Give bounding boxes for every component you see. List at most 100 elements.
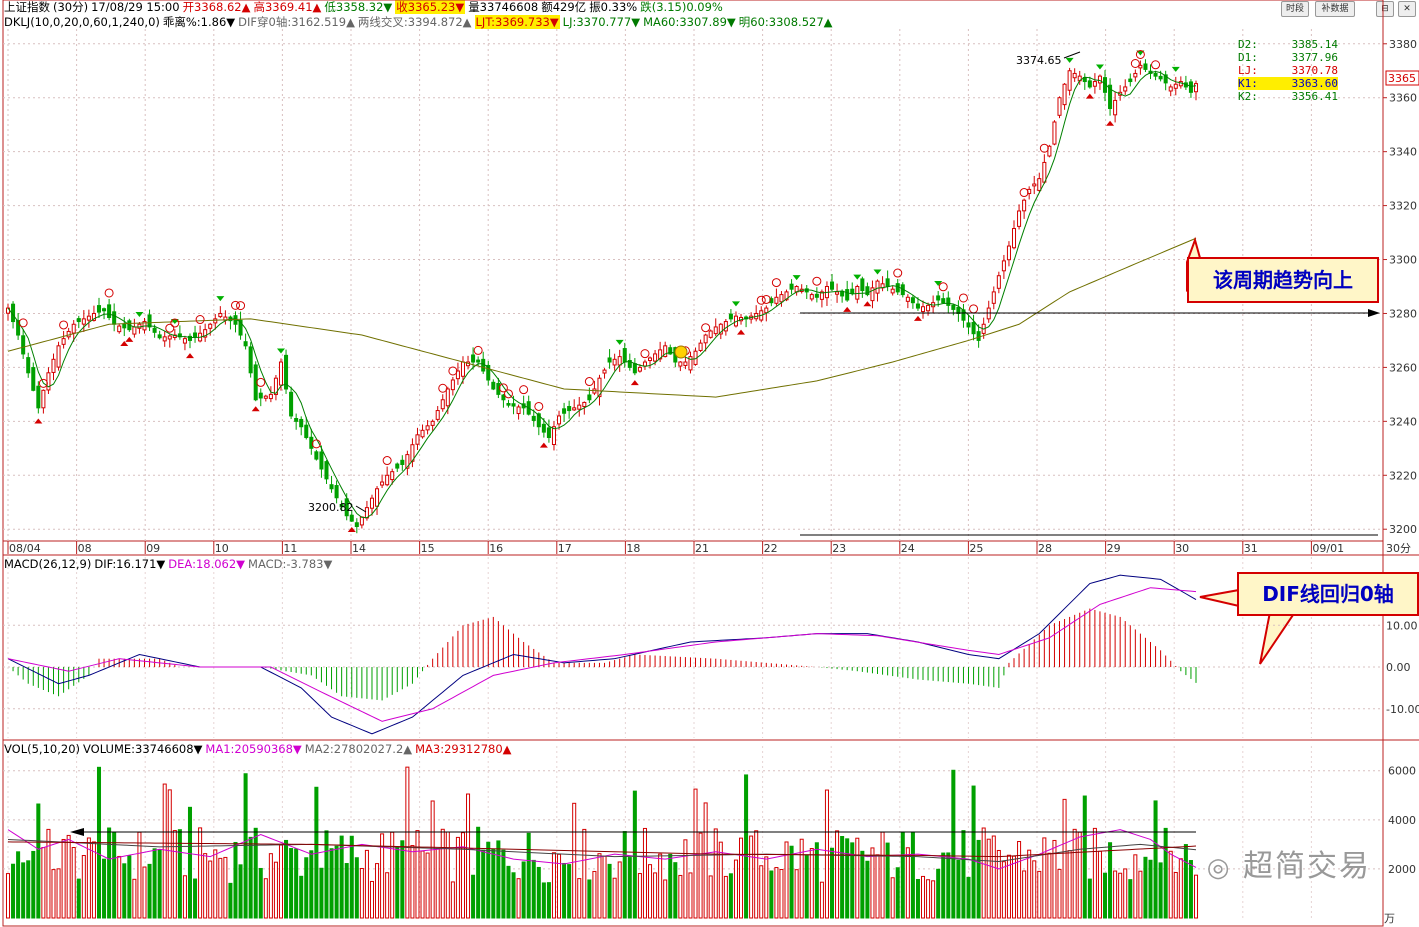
candle-body <box>516 406 521 415</box>
volume-bar <box>420 850 425 919</box>
header-field: 开3368.62▲ <box>182 0 251 14</box>
volume-bar <box>698 832 703 919</box>
candle-body <box>21 335 26 355</box>
volume-bar <box>107 827 112 919</box>
candle-body <box>258 392 263 399</box>
volume-bar <box>1077 831 1082 919</box>
date-label: 25 <box>969 542 983 555</box>
close-icon[interactable]: ✕ <box>1398 1 1416 17</box>
kd-panel: D2: 3385.14 D1: 3377.96 LJ: 3370.78 K1: 3363.60… <box>1238 38 1338 103</box>
header-field: 振0.33% <box>589 0 638 14</box>
volume-bar <box>476 826 481 919</box>
header-field: VOLUME:33746608▼ <box>83 742 203 756</box>
volume-bar <box>976 839 981 919</box>
signal-circle <box>640 349 650 359</box>
volume-bar <box>294 848 299 919</box>
volume-bar <box>602 855 607 919</box>
signal-circle <box>958 293 968 303</box>
volume-bar <box>248 836 253 919</box>
header-field: 17/08/29 15:00 <box>91 0 180 14</box>
time-period-button[interactable]: 时段 <box>1281 1 1309 17</box>
candle-body <box>1133 72 1138 78</box>
candle-body <box>1173 83 1178 89</box>
volume-bar <box>187 806 193 919</box>
candle-body <box>1108 84 1113 110</box>
date-label: 30 <box>1175 542 1189 555</box>
volume-bar <box>971 785 976 919</box>
candle-body <box>400 459 405 465</box>
volume-bar <box>617 861 622 919</box>
callout-pointer <box>1259 611 1297 665</box>
buy-triangle <box>1106 120 1115 126</box>
callout-pointer <box>1199 588 1240 608</box>
candle-body <box>481 358 486 372</box>
candle-body <box>284 354 289 390</box>
volume-bar <box>430 800 435 919</box>
candle-body <box>445 388 450 407</box>
zoom-icon[interactable]: ⊟ <box>1376 1 1394 17</box>
candle-body <box>359 516 364 526</box>
candle-body <box>36 385 41 409</box>
volume-bar <box>1102 872 1108 919</box>
volume-bar <box>784 841 789 919</box>
candle-body <box>567 406 572 412</box>
kd-row: D1: 3377.96 <box>1238 51 1338 64</box>
volume-bar <box>278 844 284 919</box>
candle-body <box>51 358 56 373</box>
volume-bar <box>1168 850 1173 919</box>
low-annotation: 3200.82 <box>308 501 354 514</box>
candle-body <box>779 294 784 303</box>
date-label: 16 <box>489 542 503 555</box>
candle-body <box>476 359 481 363</box>
volume-bar <box>673 862 678 919</box>
candle-body <box>1011 228 1017 249</box>
candle-body <box>1067 70 1072 91</box>
signal-circle <box>771 278 781 288</box>
candle-body <box>1097 75 1102 84</box>
volume-bar <box>41 847 46 919</box>
candle-body <box>951 304 956 310</box>
candle-body <box>1017 210 1022 227</box>
signal-circle <box>195 315 205 325</box>
candle-body <box>132 326 137 335</box>
volume-bar <box>319 867 324 919</box>
candle-body <box>1001 260 1006 272</box>
volume-bar <box>577 878 582 919</box>
candle-body <box>830 281 835 290</box>
candle-body <box>663 345 668 358</box>
volume-bar <box>284 839 289 919</box>
volume-bar <box>1052 839 1057 919</box>
volume-bar <box>1006 854 1011 919</box>
candle-body <box>557 415 562 425</box>
volume-bars <box>5 766 1199 919</box>
volume-bar <box>238 864 243 919</box>
volume-bar <box>562 862 567 919</box>
candle-body <box>268 393 273 400</box>
volume-bar <box>855 837 860 919</box>
candlestick-series <box>5 59 1199 534</box>
vol-tick-label: 2000 <box>1388 863 1416 876</box>
volume-bar <box>870 847 875 919</box>
volume-bar <box>364 849 369 919</box>
fill-data-button[interactable]: 补数据 <box>1315 1 1355 17</box>
candle-body <box>385 474 390 486</box>
wechat-icon: ◎ <box>1206 853 1232 883</box>
volume-bar <box>1047 852 1052 919</box>
signal-circle <box>59 320 69 330</box>
volume-bar <box>1057 868 1062 919</box>
volume-bar <box>162 783 167 919</box>
candle-body <box>850 288 855 294</box>
candle-body <box>678 361 683 367</box>
volume-bar <box>718 841 723 919</box>
candle-body <box>835 291 840 295</box>
signal-circle <box>1039 143 1049 153</box>
volume-bar <box>1173 871 1178 919</box>
candle-body <box>764 307 769 314</box>
date-label: 14 <box>352 542 366 555</box>
volume-bar <box>304 857 309 919</box>
candle-body <box>354 522 359 528</box>
buy-triangle <box>1085 93 1094 99</box>
candle-body <box>1153 72 1158 77</box>
signal-circle <box>236 301 246 311</box>
